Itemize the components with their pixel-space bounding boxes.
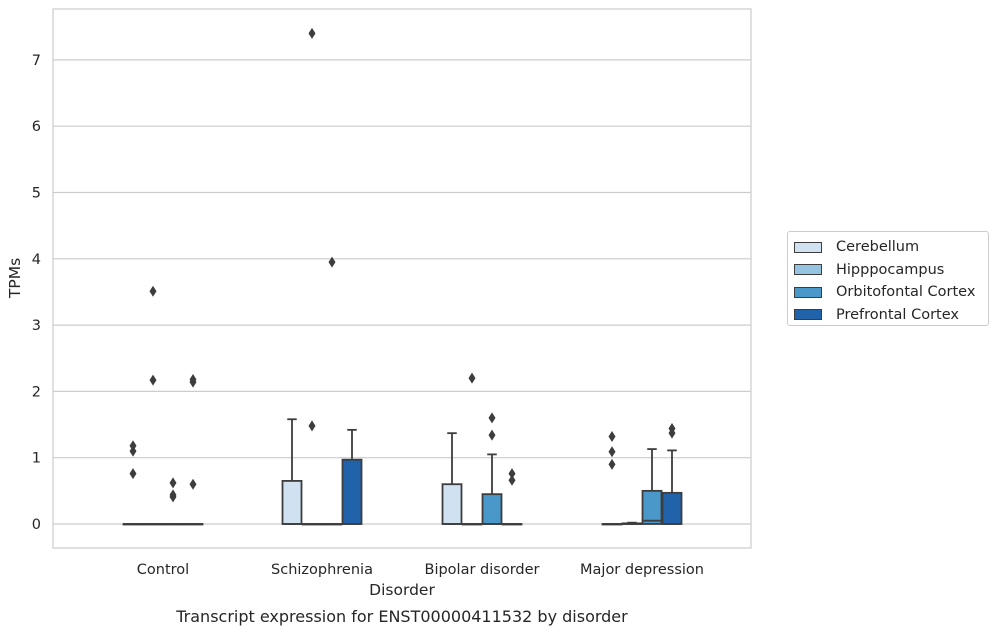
y-tick-label: 3 [32, 318, 41, 334]
outlier-point [189, 373, 197, 385]
x-tick-labels: Control Schizophrenia Bipolar disorder Majo… [137, 562, 704, 578]
legend: Cerebellum Hipppocampus Orbitofontal Corte… [787, 231, 989, 326]
legend-label: Orbitofontal Cortex [836, 284, 976, 301]
plot-frame [52, 8, 752, 549]
legend-swatch [794, 264, 822, 276]
legend-item: Hipppocampus [794, 259, 988, 282]
box [122, 440, 144, 526]
outlier-point [129, 440, 137, 452]
y-tick-label: 2 [32, 384, 41, 400]
x-axis-label: Disorder [369, 581, 435, 599]
x-tick-label: Major depression [580, 562, 704, 578]
y-tick-label: 1 [32, 451, 41, 467]
outlier-point [488, 412, 496, 424]
y-tick-label: 4 [32, 252, 41, 268]
box [481, 412, 503, 525]
legend-swatch [794, 241, 822, 253]
x-tick-label: Bipolar disorder [425, 562, 540, 578]
legend-swatch [794, 309, 822, 321]
outlier-point [169, 489, 177, 501]
box-body [341, 458, 363, 525]
y-tick-labels: 0 1 2 3 4 5 6 7 [32, 53, 41, 533]
y-tick-label: 5 [32, 186, 41, 202]
outlier-point [488, 429, 496, 441]
y-tick-label: 0 [32, 517, 41, 533]
box-body [661, 491, 683, 525]
box [301, 27, 323, 526]
outlier-point [189, 478, 197, 490]
box [601, 430, 623, 526]
x-tick-label: Control [137, 562, 189, 578]
y-tick-label: 6 [32, 119, 41, 135]
legend-swatch [794, 286, 822, 298]
box [162, 477, 184, 526]
legend-item: Cerebellum [794, 236, 988, 259]
box-body [281, 480, 303, 525]
legend-item: Orbitofontal Cortex [794, 281, 988, 304]
box-body [481, 493, 503, 525]
box-body [441, 483, 463, 525]
box [182, 373, 204, 526]
outlier-point [668, 423, 676, 435]
outlier-point [468, 372, 476, 384]
outlier-point [508, 474, 516, 486]
outlier-point [608, 446, 616, 458]
outlier-point [328, 256, 336, 268]
grid-lines [53, 59, 751, 525]
legend-label: Hipppocampus [836, 261, 945, 278]
box [501, 468, 523, 526]
box [441, 432, 463, 525]
outlier-point [129, 468, 137, 480]
outlier-point [149, 285, 157, 297]
x-tick-label: Schizophrenia [271, 562, 373, 578]
box [281, 418, 303, 525]
box-groups [122, 27, 683, 526]
legend-label: Prefrontal Cortex [836, 306, 959, 323]
y-axis-label: TPMs [6, 258, 24, 299]
box-body [641, 489, 663, 525]
outlier-point [308, 27, 316, 39]
legend-item: Prefrontal Cortex [794, 304, 988, 327]
box [461, 372, 483, 526]
outlier-point [608, 458, 616, 470]
box [142, 285, 164, 526]
box [321, 256, 343, 526]
outlier-point [508, 468, 516, 480]
outlier-point [169, 477, 177, 489]
chart-caption: Transcript expression for ENST0000041153… [176, 607, 628, 626]
legend-label: Cerebellum [836, 239, 920, 256]
outlier-point [149, 374, 157, 386]
box [661, 423, 683, 525]
box [641, 448, 663, 525]
y-tick-label: 7 [32, 53, 41, 69]
box [341, 428, 363, 525]
box [621, 521, 643, 525]
outlier-point [608, 430, 616, 442]
outlier-point [308, 420, 316, 432]
